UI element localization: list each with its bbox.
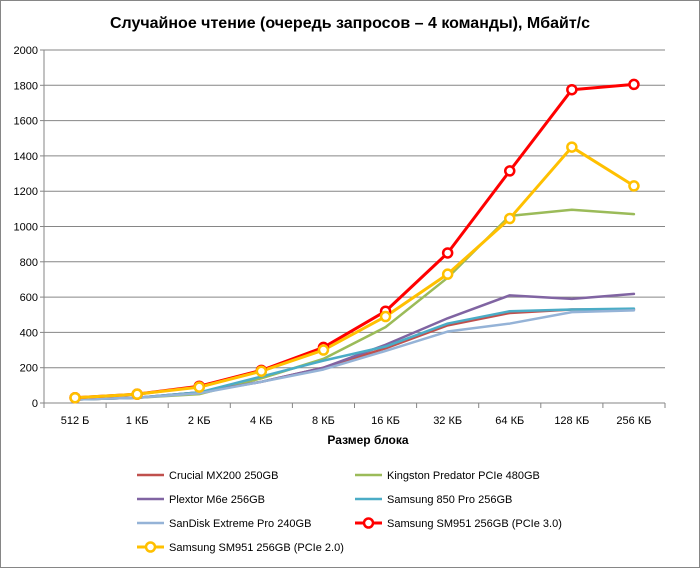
y-tick-label: 1600 — [14, 116, 38, 128]
x-tick-label: 8 КБ — [312, 415, 335, 427]
legend-label: SanDisk Extreme Pro 240GB — [169, 518, 311, 530]
series-line — [73, 145, 636, 400]
series-marker — [628, 78, 640, 91]
y-tick-label: 1000 — [14, 222, 38, 234]
series-marker — [193, 381, 205, 393]
legend-marker — [362, 517, 375, 529]
legend-item: Kingston Predator PCIe 480GB — [355, 470, 540, 482]
legend-label: Plextor M6e 256GB — [169, 494, 265, 506]
legend-marker — [144, 541, 157, 553]
series-marker — [504, 165, 516, 177]
series-marker — [628, 180, 640, 192]
legend-item: Plextor M6e 256GB — [137, 494, 265, 506]
legend-item: Samsung 850 Pro 256GB — [355, 494, 512, 506]
series-marker — [566, 141, 578, 153]
x-tick-label: 4 КБ — [250, 415, 273, 427]
y-tick-label: 2000 — [14, 45, 38, 57]
legend-item: SanDisk Extreme Pro 240GB — [137, 518, 311, 530]
gridlines — [44, 49, 665, 404]
y-tick-label: 1200 — [14, 186, 38, 198]
legend: Crucial MX200 250GB Kingston Predator PCI… — [137, 470, 562, 554]
x-tick-label: 64 КБ — [495, 415, 524, 427]
x-axis-label: Размер блока — [327, 433, 408, 447]
y-tick-label: 1400 — [14, 151, 38, 163]
y-tick-label: 200 — [20, 363, 38, 375]
series-line — [73, 82, 636, 400]
legend-label: Samsung 850 Pro 256GB — [387, 494, 512, 506]
series-line — [73, 208, 636, 401]
y-tick-label: 800 — [20, 257, 38, 269]
legend-label: Samsung SM951 256GB (PCIe 2.0) — [169, 542, 344, 554]
series-marker — [255, 365, 268, 377]
chart-title: Случайное чтение (очередь запросов – 4 к… — [110, 15, 590, 32]
series-line — [73, 309, 636, 401]
x-tick-label: 2 КБ — [188, 415, 211, 427]
legend-item: Samsung SM951 256GB (PCIe 3.0) — [355, 517, 562, 530]
x-tick-label: 256 КБ — [616, 415, 651, 427]
series-marker — [69, 391, 81, 404]
series-marker — [566, 83, 578, 96]
axes — [43, 50, 665, 404]
series-marker — [504, 212, 516, 225]
x-tick-label: 16 КБ — [371, 415, 400, 427]
series-marker — [317, 344, 330, 356]
series-marker — [441, 247, 454, 259]
x-axis-ticks: 512 Б 1 КБ 2 КБ 4 КБ 8 КБ 16 КБ 32 КБ 64 КБ 128 … — [43, 403, 666, 427]
y-tick-label: 600 — [20, 292, 38, 304]
y-tick-label: 400 — [20, 327, 38, 339]
legend-label: Crucial MX200 250GB — [169, 470, 278, 482]
x-tick-label: 128 КБ — [554, 415, 589, 427]
series-marker — [131, 388, 143, 400]
legend-item: Samsung SM951 256GB (PCIe 2.0) — [137, 541, 344, 554]
y-axis-ticks: 0 200 400 600 800 1000 1200 1400 1600 1800 2000 — [14, 45, 44, 410]
series-marker — [441, 268, 454, 280]
series-marker — [379, 310, 392, 323]
legend-label: Kingston Predator PCIe 480GB — [387, 470, 540, 482]
legend-item: Crucial MX200 250GB — [137, 470, 278, 482]
x-tick-label: 32 КБ — [433, 415, 462, 427]
series-lines — [69, 78, 640, 404]
x-tick-label: 512 Б — [61, 415, 90, 427]
y-tick-label: 1800 — [14, 80, 38, 92]
legend-label: Samsung SM951 256GB (PCIe 3.0) — [387, 518, 562, 530]
series-line — [73, 307, 636, 401]
y-tick-label: 0 — [32, 398, 38, 410]
x-tick-label: 1 КБ — [126, 415, 149, 427]
